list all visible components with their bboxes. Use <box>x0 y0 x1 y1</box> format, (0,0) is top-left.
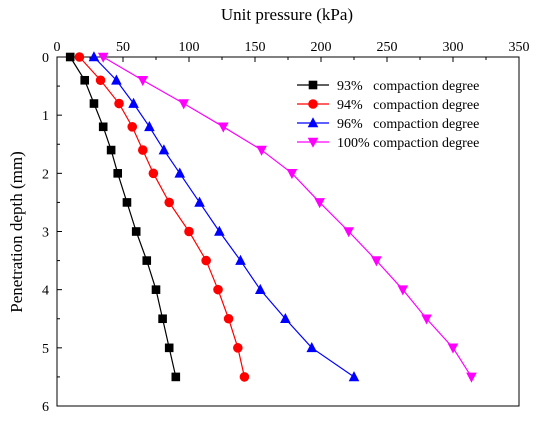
y-tick-label: 1 <box>42 109 49 124</box>
legend-marker <box>307 137 319 148</box>
x-tick-label: 150 <box>245 40 266 55</box>
x-tick-label: 300 <box>443 40 464 55</box>
data-point <box>151 285 161 294</box>
legend: 93% compaction degree 94% compaction degr… <box>297 79 479 151</box>
data-point <box>201 255 211 266</box>
y-tick-label: 5 <box>42 342 49 357</box>
data-point <box>371 256 382 267</box>
x-axis-ticks: 0 50 100 150 200 250 300 350 <box>54 40 530 62</box>
data-point <box>142 256 152 265</box>
y-tick-label: 3 <box>42 226 49 241</box>
data-point <box>178 99 190 110</box>
legend-label: 96% compaction degree <box>337 117 479 132</box>
legend-marker <box>307 117 319 128</box>
legend-label: 100% compaction degree <box>337 136 479 151</box>
data-point <box>306 342 318 353</box>
x-tick-label: 200 <box>311 40 332 55</box>
data-point <box>137 75 149 87</box>
data-point <box>80 75 90 85</box>
data-point <box>466 372 477 383</box>
data-point <box>113 169 123 178</box>
data-point <box>343 227 355 238</box>
series-4 <box>97 52 477 383</box>
data-point <box>213 284 223 295</box>
data-point <box>447 343 459 354</box>
y-axis-title: Penetration depth (mm) <box>7 151 26 312</box>
data-point <box>164 197 174 208</box>
data-point <box>218 122 229 133</box>
legend-label: 93% compaction degree <box>337 79 479 94</box>
data-point <box>164 343 174 353</box>
series-3 <box>88 51 360 382</box>
y-tick-label: 2 <box>42 167 49 182</box>
x-axis-title: Unit pressure (kPa) <box>221 5 353 24</box>
legend-label: 94% compaction degree <box>337 98 479 113</box>
data-point <box>223 313 234 324</box>
data-point <box>348 371 360 382</box>
data-point <box>235 254 246 265</box>
data-point <box>233 343 243 353</box>
data-point <box>74 52 85 62</box>
data-point <box>148 168 159 179</box>
data-point <box>194 196 205 207</box>
legend-marker <box>308 99 318 109</box>
data-point <box>95 75 106 86</box>
data-point <box>111 74 122 85</box>
data-point <box>214 225 225 236</box>
legend-item: 100% compaction degree <box>297 136 479 151</box>
data-point <box>88 51 100 62</box>
data-point <box>171 372 181 382</box>
data-point <box>131 227 141 236</box>
data-point <box>158 144 170 155</box>
legend-item: 93% compaction degree <box>297 79 479 94</box>
series-line <box>78 56 246 378</box>
data-point <box>286 169 298 180</box>
data-point <box>98 122 108 132</box>
y-tick-label: 0 <box>42 51 49 66</box>
series-2 <box>74 52 250 382</box>
x-tick-label: 350 <box>509 40 530 55</box>
data-point <box>65 52 75 62</box>
y-tick-label: 6 <box>42 400 49 415</box>
legend-item: 94% compaction degree <box>297 98 479 113</box>
legend-item: 96% compaction degree <box>297 117 479 132</box>
data-point <box>128 97 139 108</box>
data-point <box>127 122 138 132</box>
data-point <box>254 283 266 294</box>
data-point <box>174 167 186 178</box>
data-point <box>89 99 99 108</box>
x-tick-label: 100 <box>179 40 200 55</box>
data-point <box>239 372 250 382</box>
y-axis-ticks: 0 1 2 3 4 5 6 <box>42 51 62 415</box>
data-point <box>184 226 194 237</box>
data-point <box>158 314 167 324</box>
data-point <box>421 314 432 325</box>
data-point <box>144 121 155 132</box>
legend-marker <box>308 80 318 90</box>
data-point <box>256 145 267 156</box>
data-point <box>280 312 291 324</box>
x-tick-label: 250 <box>377 40 398 55</box>
data-point <box>97 52 109 63</box>
data-point <box>138 145 148 155</box>
series-1 <box>65 52 181 382</box>
x-tick-label: 50 <box>116 40 130 55</box>
data-point <box>114 98 124 109</box>
data-point <box>314 198 325 209</box>
y-tick-label: 4 <box>42 284 49 299</box>
x-tick-label: 0 <box>54 40 61 55</box>
data-point <box>106 145 116 155</box>
data-point <box>122 198 132 207</box>
data-point <box>397 285 409 296</box>
series-layer <box>65 51 477 383</box>
